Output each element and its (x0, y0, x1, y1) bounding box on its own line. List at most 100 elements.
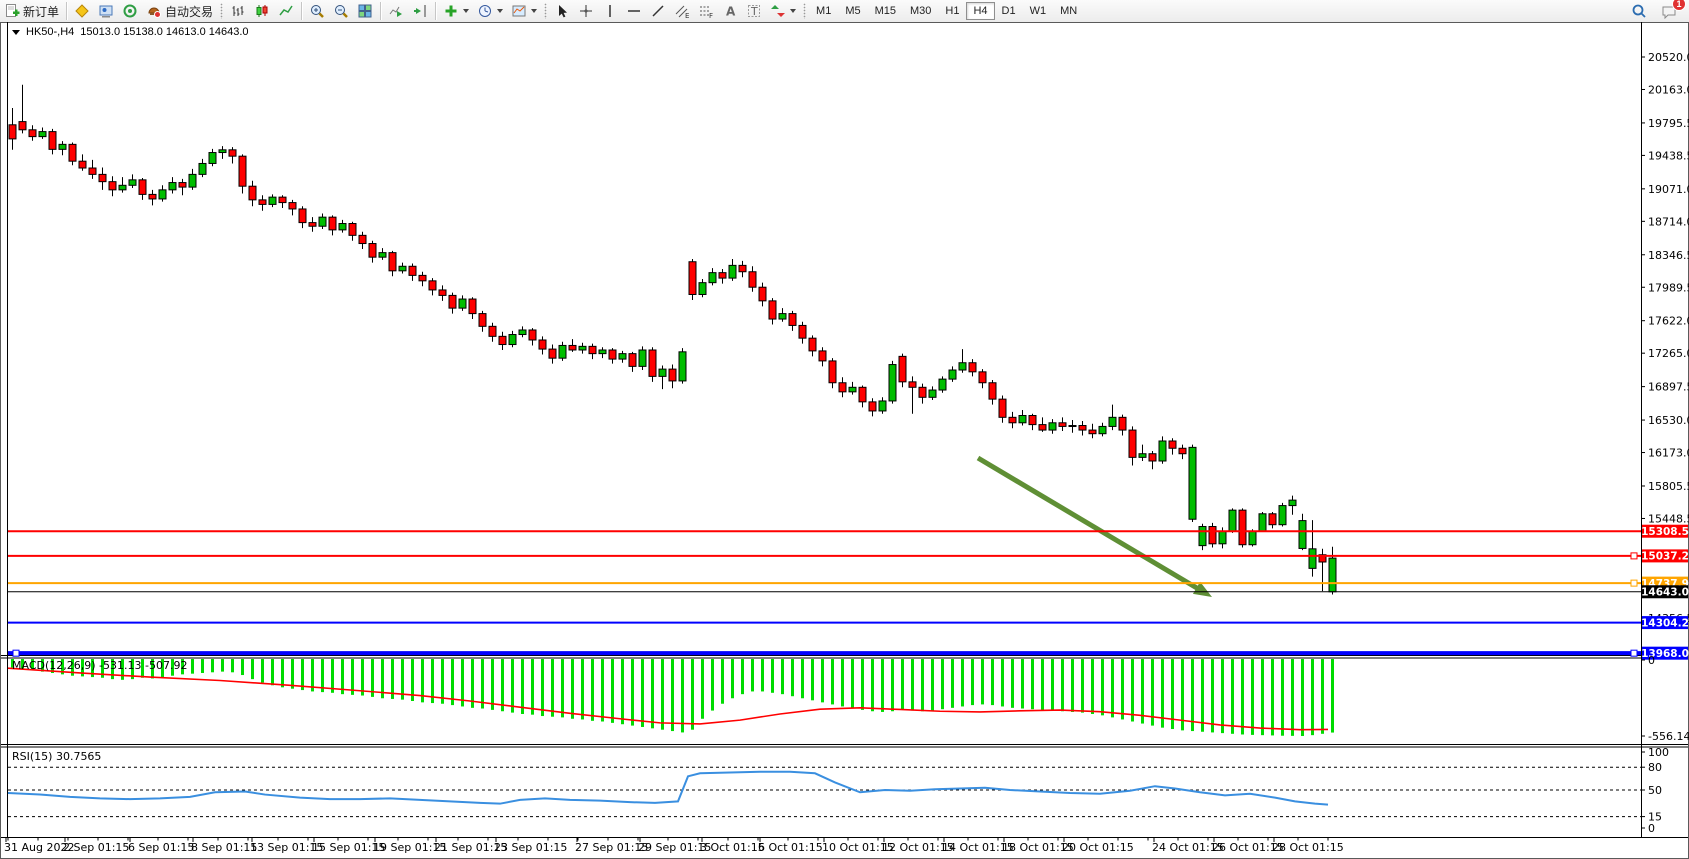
crosshair-button[interactable] (574, 0, 598, 22)
trendline-button[interactable] (646, 0, 670, 22)
candle (1138, 453, 1147, 458)
price-tick-label: 16173.0 (1648, 447, 1689, 460)
price-level-badge-text: 14304.2 (1641, 617, 1689, 629)
candle (1158, 440, 1167, 462)
chart-window[interactable]: HK50-,H4 15013.0 15138.0 14613.0 14643.0… (0, 22, 1689, 859)
chart-canvas[interactable]: 20520.0 20163.0 19795.5 19438.5 19071.0 18714… (0, 22, 1689, 859)
vertical-line-button[interactable] (598, 0, 622, 22)
equidistant-channel-button[interactable]: E (670, 0, 694, 22)
chart-shift-button[interactable] (408, 0, 432, 22)
tab-timeframe-d1[interactable]: D1 (1001, 5, 1016, 17)
toolbar-grip[interactable] (802, 3, 808, 19)
tab-timeframe-w1[interactable]: W1 (1029, 5, 1047, 17)
candle (878, 400, 887, 412)
macd-histogram-bar (181, 659, 184, 675)
candle (648, 349, 657, 377)
arrows-button[interactable] (766, 0, 800, 22)
candle (948, 369, 957, 380)
new-order-label: 新订单 (23, 4, 60, 19)
candle (548, 348, 557, 359)
macd-histogram-bar (1241, 659, 1244, 735)
price-tick-label: 16897.5 (1648, 381, 1689, 394)
price-level-badge-text: 13968.0 (1641, 648, 1689, 660)
fibonacci-button[interactable]: F (694, 0, 718, 22)
macd-histogram-bar (1211, 659, 1214, 733)
horizontal-line-button[interactable] (622, 0, 646, 22)
chart-ohlc-title: HK50-,H4 15013.0 15138.0 14613.0 14643.0 (12, 26, 249, 38)
tab-timeframe-m30[interactable]: M30 (910, 5, 932, 17)
search-button[interactable] (1627, 0, 1651, 22)
macd-histogram-bar (831, 659, 834, 705)
tab-timeframe-mn[interactable]: MN (1060, 5, 1078, 17)
price-tick-label: 19438.5 (1648, 149, 1689, 162)
text-button[interactable]: A (718, 0, 742, 22)
macd-histogram-bar (441, 659, 444, 704)
macd-histogram-bar (591, 659, 594, 721)
chart-candles-button[interactable] (250, 0, 274, 22)
line-selection-handle[interactable] (1630, 649, 1638, 657)
macd-histogram-bar (21, 659, 24, 669)
macd-histogram-bar (921, 659, 924, 712)
metaeditor-button[interactable] (70, 0, 94, 22)
tab-timeframe-m5[interactable]: M5 (845, 5, 861, 17)
candle (1108, 416, 1117, 427)
notifications-button[interactable]: 1 (1657, 0, 1686, 22)
cursor-button[interactable] (550, 0, 574, 22)
macd-histogram-bar (1101, 659, 1104, 716)
macd-histogram-bar (751, 659, 754, 692)
chevron-down-icon (497, 9, 504, 13)
toolbar-grip[interactable] (219, 3, 225, 19)
rsi-axis-label: 50 (1648, 784, 1662, 797)
macd-histogram-bar (141, 659, 144, 678)
candle (138, 179, 147, 195)
price-tick-label: 16530.0 (1648, 414, 1689, 427)
chart-line-button[interactable] (274, 0, 298, 22)
macd-histogram-bar (321, 659, 324, 693)
candle (338, 223, 347, 231)
tab-timeframe-m15[interactable]: M15 (874, 5, 896, 17)
terminal-button[interactable] (94, 0, 118, 22)
toolbar-grip[interactable] (543, 3, 549, 19)
chart-menu-triangle-icon[interactable] (12, 29, 20, 35)
tab-timeframe-h1[interactable]: H1 (945, 5, 960, 17)
trend-arrow-object[interactable] (976, 455, 1203, 594)
macd-histogram-bar (1081, 659, 1084, 713)
macd-histogram-bar (411, 659, 414, 701)
chart-bars-button[interactable] (226, 0, 250, 22)
text-label-button[interactable]: T (742, 0, 766, 22)
templates-button[interactable] (507, 0, 541, 22)
tile-windows-button[interactable] (353, 0, 377, 22)
macd-histogram-bar (11, 659, 14, 668)
tab-timeframe-h4[interactable]: H4 (966, 2, 995, 20)
svg-text:E: E (685, 12, 689, 19)
zoom-out-button[interactable] (329, 0, 353, 22)
candle (208, 152, 217, 164)
candle (638, 349, 647, 367)
macd-histogram-bar (681, 659, 684, 733)
strategy-tester-icon (123, 4, 137, 18)
tab-timeframe-m1[interactable]: M1 (816, 5, 832, 17)
periods-button[interactable] (473, 0, 507, 22)
line-selection-handle[interactable] (12, 649, 20, 657)
trend-arrow-head[interactable] (1192, 581, 1212, 597)
new-order-button[interactable]: 新订单 (0, 0, 63, 22)
autotrading-button[interactable]: 自动交易 (142, 0, 217, 22)
macd-histogram-bar (201, 659, 204, 673)
candle (1238, 509, 1247, 546)
zoom-in-icon (311, 5, 324, 18)
line-selection-handle[interactable] (1630, 579, 1638, 587)
macd-histogram-bar (1191, 659, 1194, 732)
date-label: 18 Oct 01:15 (1002, 841, 1074, 854)
candle (188, 173, 197, 188)
price-level-badge-text: 15037.2 (1641, 551, 1689, 563)
indicators-button[interactable] (439, 0, 473, 22)
line-selection-handle[interactable] (1630, 552, 1638, 560)
macd-histogram-bar (1111, 659, 1114, 718)
macd-histogram-bar (501, 659, 504, 712)
rsi-axis-label: 80 (1648, 761, 1662, 774)
macd-histogram-bar (661, 659, 664, 730)
strategy-tester-button[interactable] (118, 0, 142, 22)
zoom-in-button[interactable] (305, 0, 329, 22)
auto-scroll-button[interactable] (384, 0, 408, 22)
macd-histogram-bar (611, 659, 614, 723)
